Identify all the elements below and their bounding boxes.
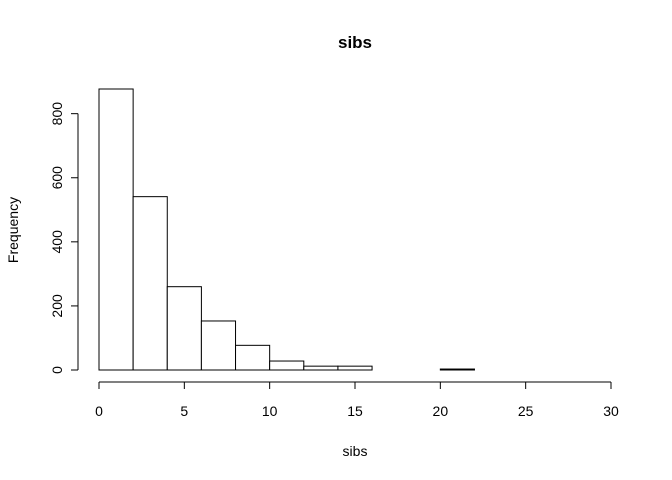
bars-group bbox=[98, 88, 475, 371]
histogram-bar bbox=[269, 360, 305, 371]
y-tick-label: 400 bbox=[49, 230, 65, 254]
x-axis-label: sibs bbox=[343, 443, 368, 459]
histogram-bar bbox=[439, 368, 475, 371]
histogram-bar bbox=[337, 365, 373, 371]
y-axis: 0 200 400 600 800 bbox=[49, 102, 79, 374]
x-tick-label: 5 bbox=[180, 403, 188, 419]
x-tick-label: 15 bbox=[347, 403, 363, 419]
x-tick-label: 10 bbox=[262, 403, 278, 419]
histogram-bar bbox=[235, 344, 271, 371]
y-tick-label: 800 bbox=[49, 102, 65, 126]
histogram-bar bbox=[303, 365, 339, 371]
y-tick-label: 200 bbox=[49, 294, 65, 318]
histogram-bar bbox=[166, 286, 202, 371]
histogram-bar bbox=[98, 88, 134, 371]
histogram-bar bbox=[132, 196, 168, 371]
x-tick-label: 20 bbox=[433, 403, 449, 419]
x-axis: 0 5 10 15 20 25 30 bbox=[95, 381, 619, 419]
x-tick-label: 25 bbox=[518, 403, 534, 419]
y-tick-label: 600 bbox=[49, 166, 65, 190]
chart-title: sibs bbox=[338, 33, 372, 52]
y-tick-label: 0 bbox=[49, 366, 65, 374]
histogram-bar bbox=[200, 320, 237, 371]
y-axis-label: Frequency bbox=[5, 197, 21, 263]
x-tick-label: 30 bbox=[603, 403, 619, 419]
x-tick-label: 0 bbox=[95, 403, 103, 419]
